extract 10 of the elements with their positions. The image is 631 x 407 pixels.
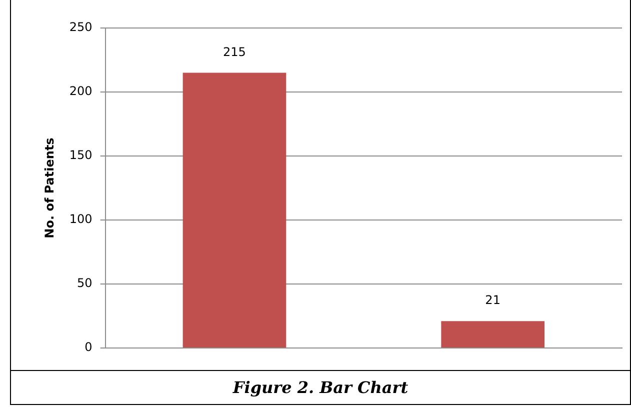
y-tick-label: 200: [69, 84, 92, 98]
data-label: 21: [485, 293, 500, 308]
y-tick-label: 250: [69, 20, 92, 34]
caption: Figure 2. Bar Chart: [11, 370, 630, 405]
y-tick-label: 100: [69, 212, 92, 226]
data-label: 215: [223, 44, 246, 59]
y-tick-label: 50: [77, 276, 92, 290]
y-tick-label: 150: [69, 148, 92, 162]
y-tick-label: 0: [84, 340, 92, 354]
y-axis-title: No. of Patients: [42, 138, 56, 238]
